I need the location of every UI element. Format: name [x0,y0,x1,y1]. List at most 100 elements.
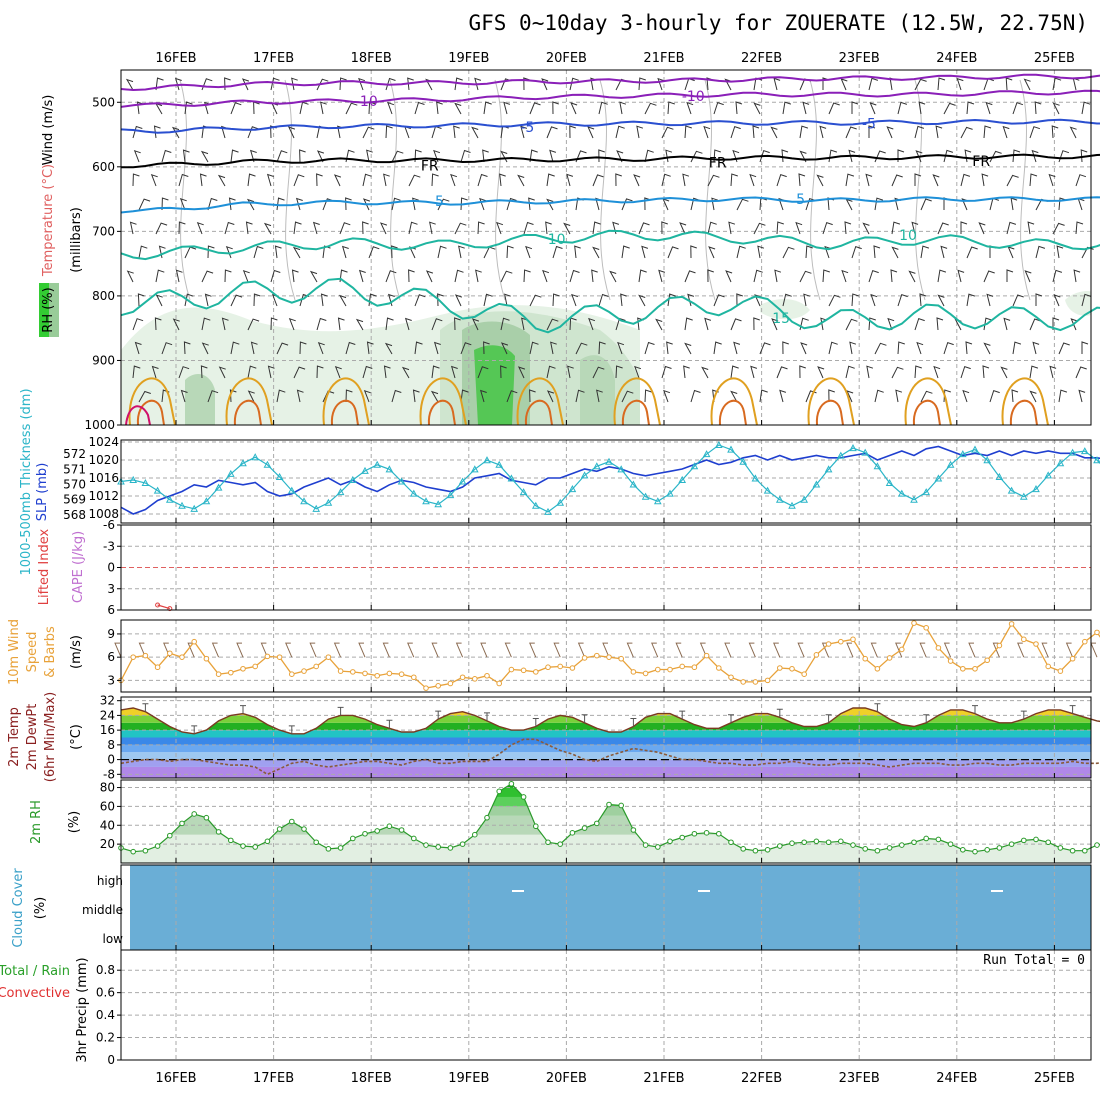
wind-barb [454,317,461,331]
wind-barb [339,77,347,91]
wind-barb [873,245,881,259]
wind-barb [529,102,541,115]
wind-barb [575,389,585,403]
wind-barb [1075,366,1087,379]
isotherm-label: -5 [862,117,876,133]
wind-barb [546,173,555,187]
wind-barb [960,221,968,234]
wind-barb [638,269,647,283]
wind-barb [846,390,854,403]
wind-barb [549,149,557,163]
wind10m-barb [626,642,634,658]
wind-barb [982,365,990,379]
wind-barb [316,317,327,331]
wind-barb [270,102,279,115]
wind-barb [155,77,164,91]
precip-total-label: Total / Rain [0,964,70,979]
wind-barb [633,174,641,187]
wind-barb [299,341,307,355]
rh-marker [801,839,808,846]
wind-barb [550,341,557,355]
thickness-marker [336,488,345,496]
wind-barb [914,125,925,139]
wind-barb [529,149,538,163]
wind10m-marker [496,680,503,687]
thickness-marker [629,480,638,488]
wind-barb [620,293,627,307]
wind-barb [125,78,134,91]
wind-barb [182,149,190,163]
wind10m-marker [545,664,551,671]
thickness-marker [251,453,260,461]
wind10m-marker [594,652,600,659]
wind-barb [431,125,442,139]
wind-barb [292,246,301,259]
wind-barb [868,125,876,138]
wind-barb [471,126,479,139]
wind-barb [753,317,760,331]
thickness-marker [483,456,491,464]
warm-isotherm [419,377,467,426]
wind10m-barb [943,642,952,658]
pressure-tick-label: 1000 [84,418,115,432]
wind-barb [1029,390,1037,403]
wind-barb [430,390,439,403]
wind-barb [897,149,905,162]
wind-barb [730,390,738,403]
wind-barb [207,390,219,403]
cloud-fill [130,865,1091,950]
wind-barb [1080,149,1088,163]
date-label-top: 23FEB [839,51,880,66]
date-label-bottom: 18FEB [351,1071,392,1086]
wind-barb [728,221,736,235]
wind-barb [155,222,168,235]
wind-barb [781,149,789,163]
date-label-top: 22FEB [741,51,782,66]
wind-barb [1000,366,1008,379]
rh-marker [557,841,564,847]
wind10m-barb [1090,642,1098,658]
wind-barb [171,126,180,139]
rh-band [121,787,1091,797]
wind-barb [339,222,351,235]
wind10m-marker [752,679,759,685]
wind-barb [730,173,738,187]
wind-barb [196,221,204,235]
wind-barb [132,318,144,331]
wind10m-marker [960,665,966,672]
wind-barb [362,173,372,187]
wind-barb [479,197,487,211]
thickness-marker [275,472,284,480]
wind10m-tick-label: 3 [107,673,115,687]
isotherm-label: FR [972,154,990,170]
wind-barb [730,365,739,379]
wind-barb [713,101,724,115]
wind10m-barb [577,642,586,658]
rh-marker [533,823,539,830]
wind-barb [1078,389,1086,403]
date-label-bottom: 22FEB [741,1071,782,1086]
wind-barb [616,150,624,163]
wind-barb [619,101,627,115]
rh-fill-high [474,345,515,425]
rh-marker [484,814,490,821]
wind10m-marker [459,674,466,681]
thickness-marker [727,445,735,453]
warm-isotherm [136,399,165,426]
wind-barb [334,365,342,379]
wind-barb [845,173,855,187]
wind-barb [759,149,770,163]
wind-barb [914,365,922,379]
wind10m-marker [350,669,356,675]
wind-barb [483,101,492,115]
wind10m-barb [236,642,244,658]
thickness-marker [409,489,418,497]
wind-barb [506,390,518,403]
thickness-axis-label: 1000-500mb Thickness (dm) [19,388,34,575]
isotherm-label: FR [421,159,439,175]
wind-barb [986,293,994,307]
wind10m-barb [699,642,708,658]
thickness-marker [165,495,174,503]
wind-speed-contour [809,79,821,301]
wind-barb [840,78,848,91]
